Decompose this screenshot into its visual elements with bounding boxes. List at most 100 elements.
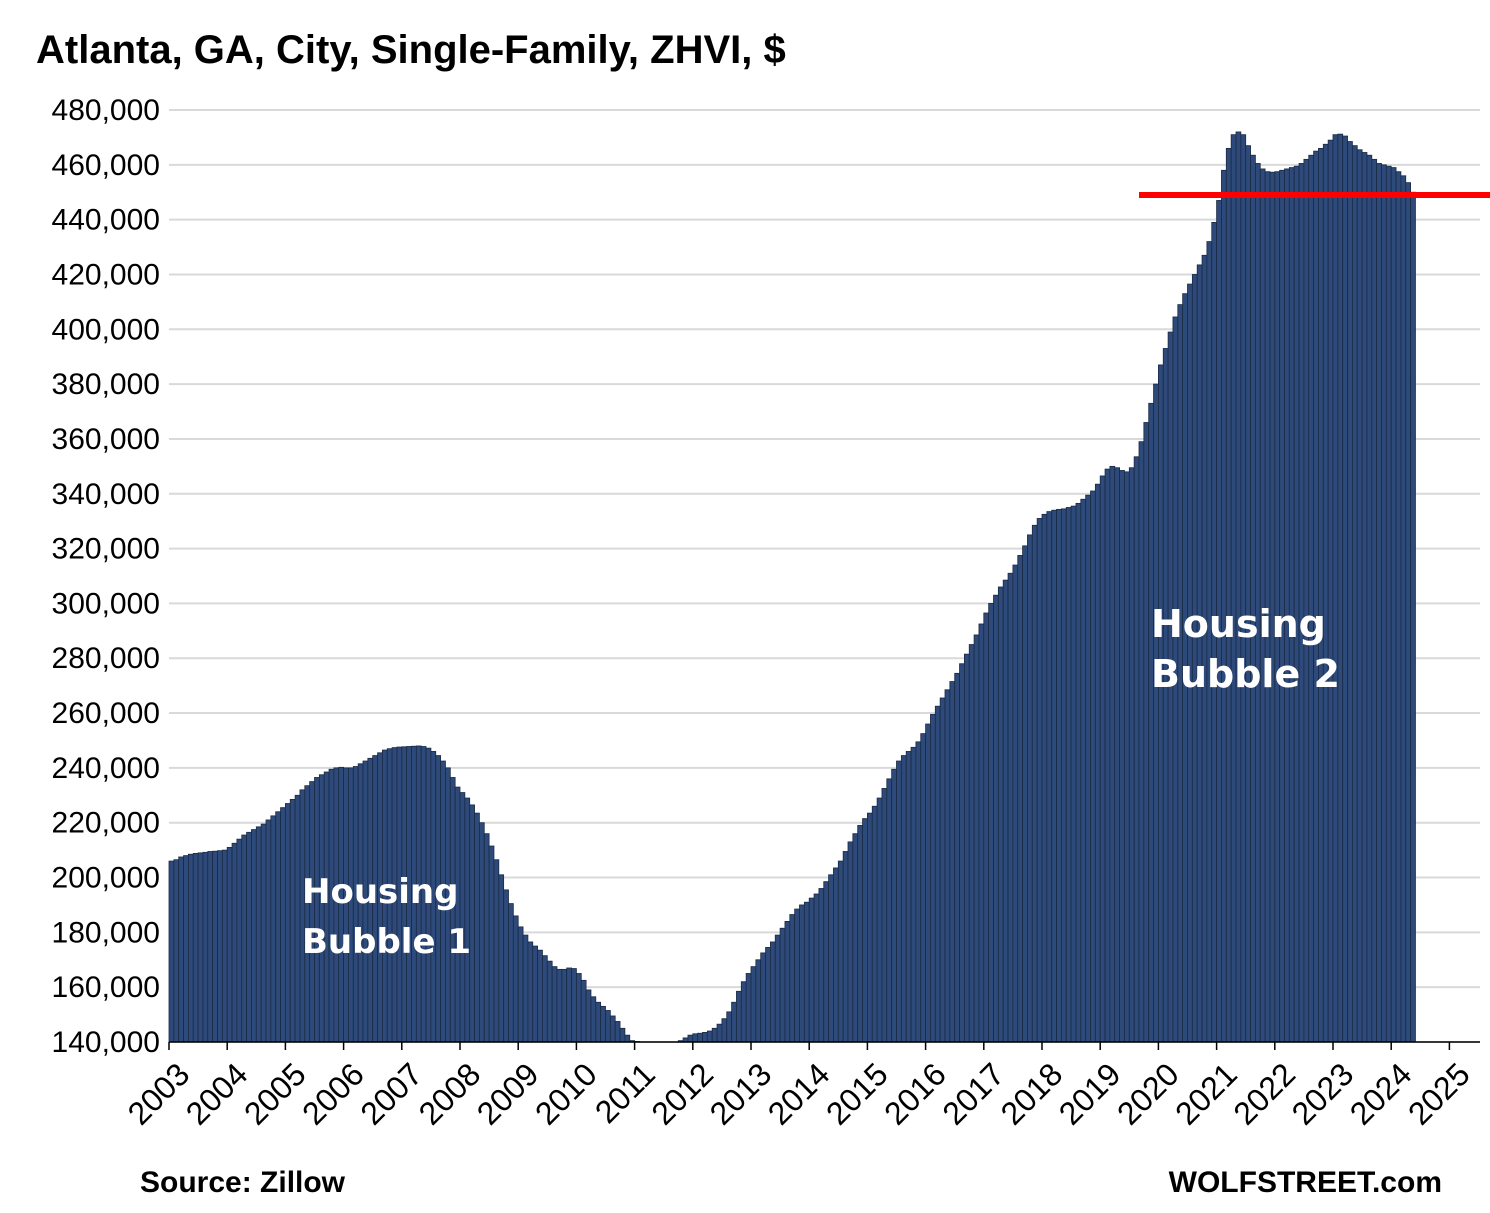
bar bbox=[1017, 555, 1023, 1043]
bar bbox=[566, 967, 572, 1043]
bar bbox=[915, 741, 922, 1043]
bar bbox=[183, 855, 189, 1043]
bar bbox=[1027, 534, 1033, 1043]
bar bbox=[454, 786, 461, 1043]
bar bbox=[478, 822, 485, 1043]
y-tick-label: 220,000 bbox=[52, 807, 160, 840]
bar bbox=[1347, 141, 1353, 1043]
bar bbox=[983, 612, 990, 1043]
bar bbox=[464, 797, 471, 1043]
bar bbox=[275, 811, 281, 1043]
bar bbox=[1056, 508, 1062, 1043]
bar bbox=[1400, 175, 1407, 1043]
bar bbox=[304, 785, 311, 1043]
bar bbox=[1245, 145, 1251, 1043]
bar bbox=[522, 934, 529, 1043]
y-tick-label: 360,000 bbox=[52, 423, 160, 456]
bar bbox=[959, 663, 965, 1043]
x-tick-label: 2023 bbox=[1285, 1056, 1361, 1132]
x-tick-label: 2016 bbox=[877, 1056, 953, 1132]
bar bbox=[978, 623, 985, 1043]
bar bbox=[736, 990, 742, 1043]
bar bbox=[1303, 158, 1310, 1043]
bar bbox=[1376, 163, 1382, 1043]
bar bbox=[997, 586, 1004, 1043]
bar bbox=[624, 1034, 631, 1043]
bar bbox=[546, 960, 553, 1043]
y-tick-label: 380,000 bbox=[52, 368, 160, 401]
bar bbox=[231, 842, 238, 1043]
bar bbox=[939, 697, 946, 1043]
bar bbox=[818, 888, 825, 1043]
bar bbox=[944, 689, 951, 1043]
bar bbox=[799, 904, 805, 1043]
bar bbox=[221, 849, 228, 1043]
bar-series bbox=[168, 131, 1416, 1043]
bar bbox=[260, 823, 267, 1043]
bar bbox=[474, 812, 480, 1043]
bar bbox=[493, 859, 500, 1043]
bar bbox=[284, 803, 291, 1043]
bar bbox=[1065, 507, 1072, 1043]
bar bbox=[542, 955, 548, 1043]
bar bbox=[760, 952, 766, 1043]
y-tick-label: 180,000 bbox=[52, 916, 160, 949]
annotation-text: Bubble 2 bbox=[1151, 652, 1340, 696]
x-tick-label: 2008 bbox=[412, 1056, 488, 1132]
bar bbox=[217, 850, 223, 1043]
bar bbox=[755, 959, 762, 1043]
x-tick-label: 2013 bbox=[703, 1056, 779, 1132]
bar bbox=[876, 797, 883, 1043]
bar bbox=[498, 874, 505, 1043]
bar bbox=[852, 833, 859, 1043]
bar bbox=[614, 1021, 621, 1043]
brand-label: WOLFSTREET.com bbox=[1168, 1166, 1442, 1199]
bar bbox=[862, 818, 868, 1043]
bar bbox=[289, 799, 296, 1043]
bar bbox=[576, 973, 582, 1043]
chart-title: Atlanta, GA, City, Single-Family, ZHVI, … bbox=[36, 28, 786, 72]
bar bbox=[1061, 508, 1067, 1043]
bar bbox=[891, 768, 897, 1043]
bar bbox=[1230, 134, 1237, 1043]
bar bbox=[1337, 133, 1344, 1043]
bar bbox=[1070, 505, 1077, 1043]
bar bbox=[774, 934, 781, 1043]
bar bbox=[731, 1001, 737, 1043]
bar bbox=[1114, 467, 1120, 1043]
bar bbox=[833, 867, 839, 1043]
x-axis bbox=[168, 1041, 1480, 1050]
bar bbox=[1366, 154, 1373, 1043]
bar bbox=[1235, 131, 1242, 1043]
bar bbox=[1395, 171, 1402, 1043]
bar bbox=[537, 949, 543, 1043]
annotations: Housing Bubble 1 Housing Bubble 2 bbox=[302, 602, 1340, 962]
y-tick-label: 480,000 bbox=[52, 94, 160, 127]
x-tick-label: 2021 bbox=[1168, 1056, 1244, 1132]
bar bbox=[794, 908, 800, 1043]
y-tick-label: 260,000 bbox=[52, 697, 160, 730]
bar bbox=[706, 1030, 713, 1043]
bar bbox=[226, 846, 233, 1043]
bar bbox=[842, 851, 849, 1043]
bar bbox=[551, 966, 558, 1043]
bar bbox=[571, 968, 577, 1043]
bar bbox=[1119, 470, 1125, 1043]
bar bbox=[173, 859, 180, 1043]
y-tick-label: 240,000 bbox=[52, 752, 160, 785]
bar bbox=[1410, 191, 1416, 1043]
bar bbox=[1158, 364, 1164, 1043]
bar bbox=[168, 860, 175, 1043]
y-tick-label: 280,000 bbox=[52, 642, 160, 675]
bar bbox=[837, 860, 844, 1043]
bar bbox=[1031, 524, 1038, 1043]
bar bbox=[1080, 498, 1087, 1043]
y-tick-label: 400,000 bbox=[52, 313, 160, 346]
bar bbox=[1322, 143, 1329, 1043]
x-tick-label: 2010 bbox=[528, 1056, 604, 1132]
bar bbox=[600, 1005, 606, 1043]
bar bbox=[1356, 149, 1363, 1043]
bar bbox=[1046, 511, 1053, 1043]
bar bbox=[721, 1018, 728, 1043]
x-tick-label: 2006 bbox=[295, 1056, 371, 1132]
